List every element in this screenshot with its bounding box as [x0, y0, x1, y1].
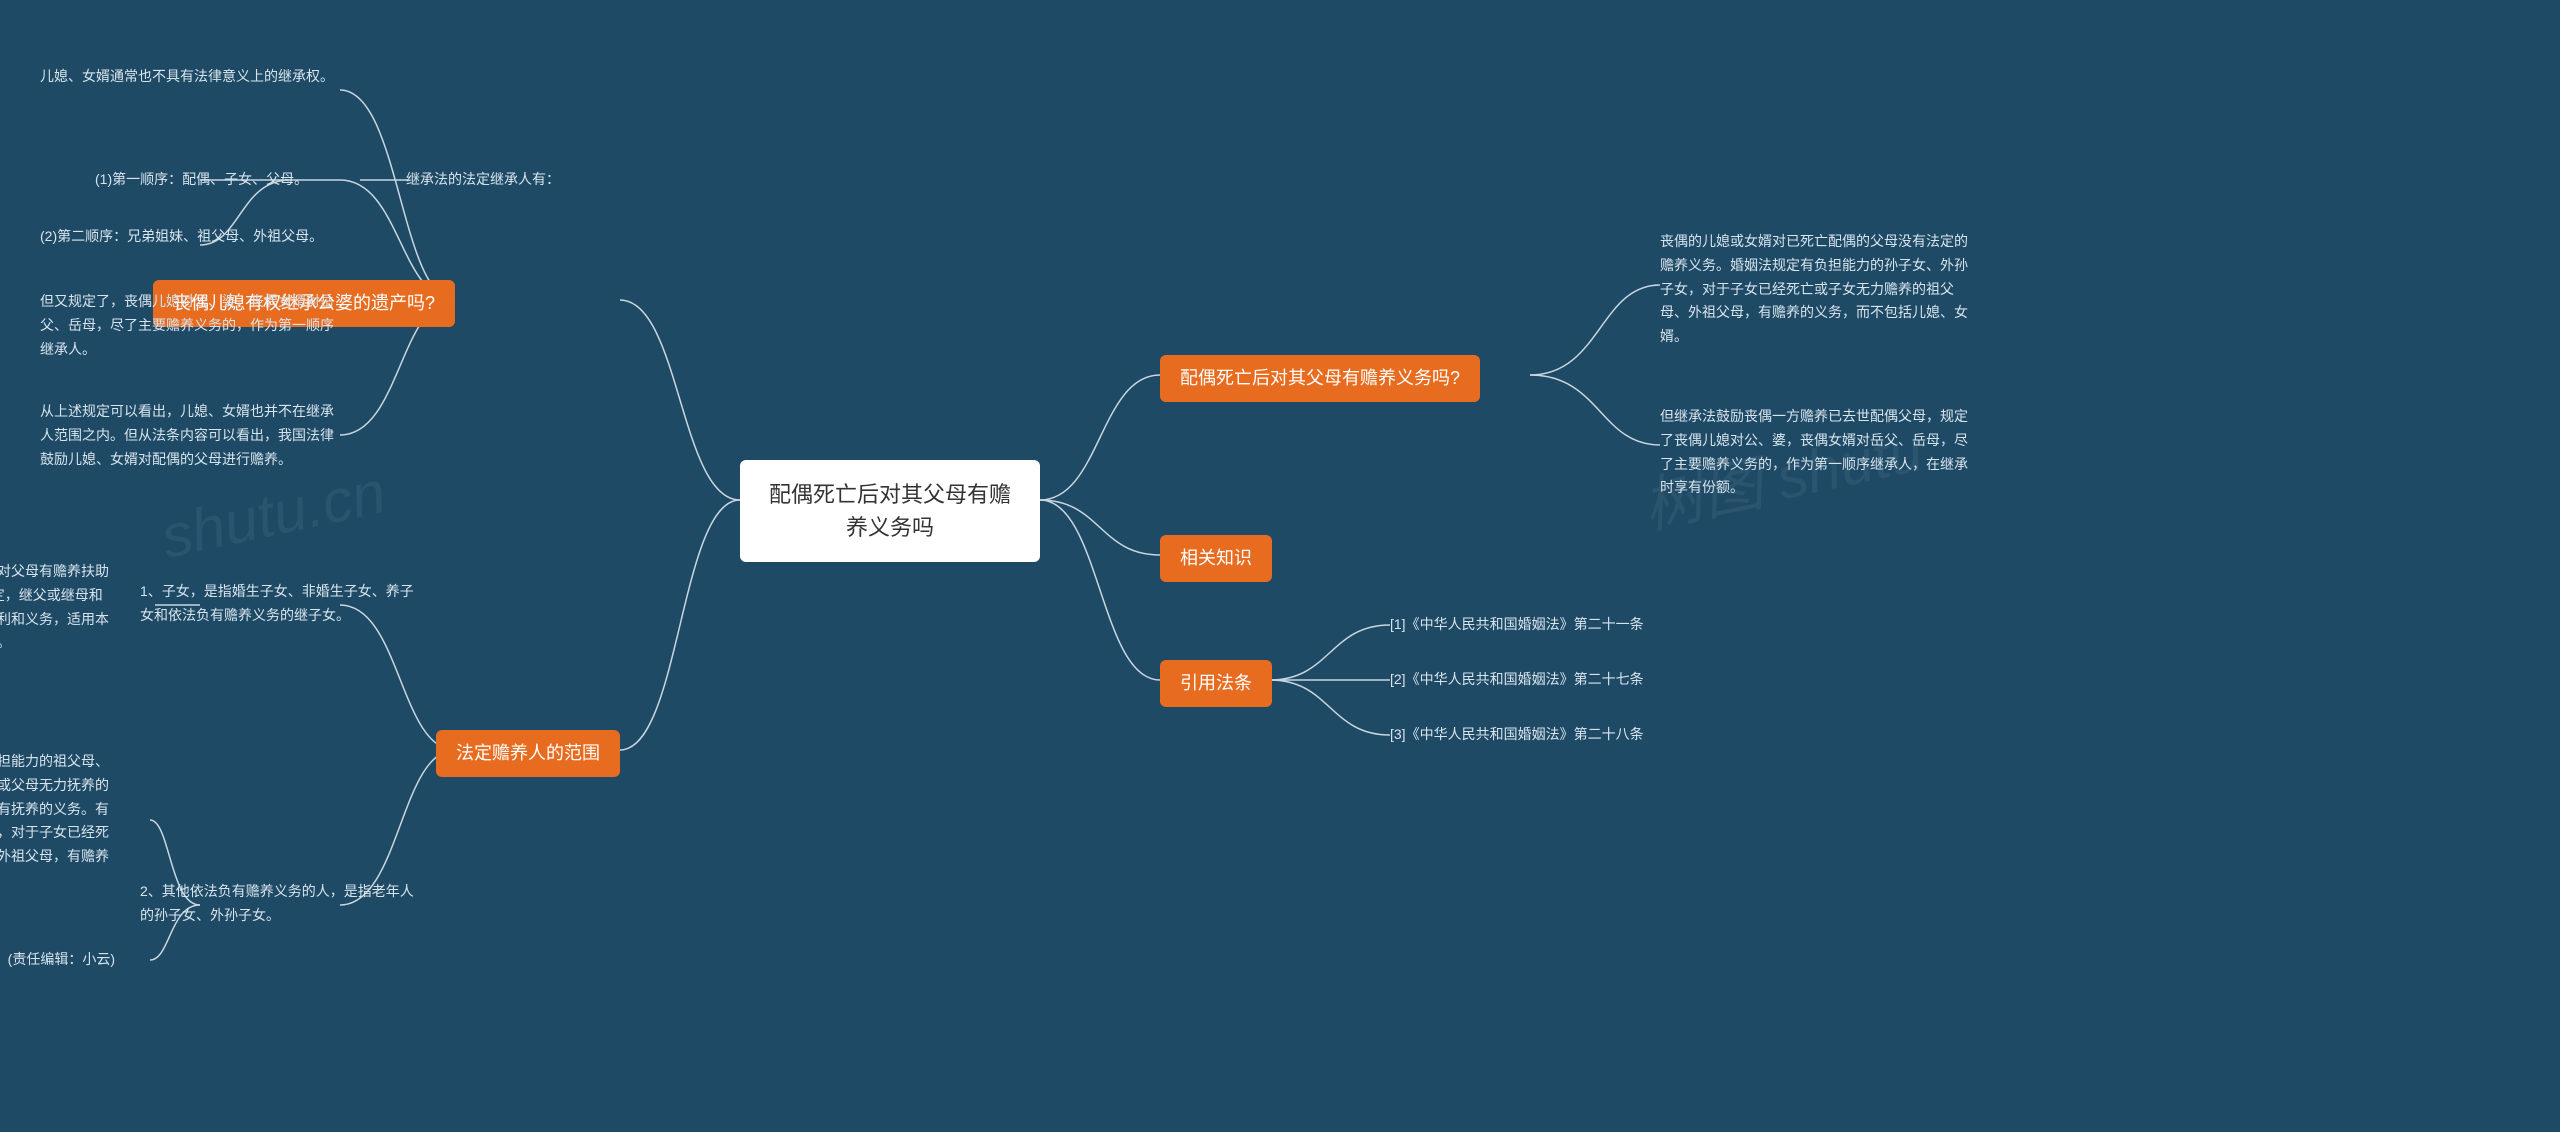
connectors-svg [0, 0, 2560, 1132]
leaf-l1-0: 儿媳、女婿通常也不具有法律意义上的继承权。 [40, 65, 340, 89]
watermark: shutu.cn [155, 457, 391, 572]
branch-r3: 引用法条 [1160, 660, 1272, 707]
branch-l2: 法定赡养人的范围 [436, 730, 620, 777]
leaf-r3-2: [2]《中华人民共和国婚姻法》第二十七条 [1390, 668, 1644, 692]
leaf-l1-mid-c1: (1)第一顺序：配偶、子女、父母。 [95, 168, 340, 192]
leaf-l1-3: 但又规定了，丧偶儿媳对公、婆，丧偶女婿对岳父、岳母，尽了主要赡养义务的，作为第一… [40, 290, 340, 361]
leaf-l2-mid1: 1、子女，是指婚生子女、非婚生子女、养子女和依法负有赡养义务的继子女。 [140, 580, 420, 628]
root-node: 配偶死亡后对其父母有赡养义务吗 [740, 460, 1040, 562]
leaf-l1-mid-label: 继承法的法定继承人有： [406, 168, 560, 192]
branch-r1: 配偶死亡后对其父母有赡养义务吗? [1160, 355, 1480, 402]
branch-r2: 相关知识 [1160, 535, 1272, 582]
leaf-r3-1: [1]《中华人民共和国婚姻法》第二十一条 [1390, 613, 1644, 637]
leaf-r1-1: 丧偶的儿媳或女婿对已死亡配偶的父母没有法定的赡养义务。婚姻法规定有负担能力的孙子… [1660, 230, 1970, 349]
leaf-l2-mid2-detail: 婚姻法第二十八条规定，有负担能力的祖父母、外祖父母，对于父母已经死亡或父母无力抚… [0, 750, 115, 893]
leaf-l1-mid-c2: (2)第二顺序：兄弟姐妹、祖父母、外祖父母。 [40, 225, 340, 249]
leaf-l2-mid1-detail: 婚姻法第二十一条规定，子女对父母有赡养扶助的义务。第二十七条第2款规定，继父或继… [0, 560, 115, 655]
leaf-l2-editor: (责任编辑：小云) [0, 948, 115, 972]
leaf-r1-2: 但继承法鼓励丧偶一方赡养已去世配偶父母，规定了丧偶儿媳对公、婆，丧偶女婿对岳父、… [1660, 405, 1970, 500]
leaf-l2-mid2: 2、其他依法负有赡养义务的人，是指老年人的孙子女、外孙子女。 [140, 880, 420, 928]
leaf-r3-3: [3]《中华人民共和国婚姻法》第二十八条 [1390, 723, 1644, 747]
leaf-l1-4: 从上述规定可以看出，儿媳、女婿也并不在继承人范围之内。但从法条内容可以看出，我国… [40, 400, 340, 471]
